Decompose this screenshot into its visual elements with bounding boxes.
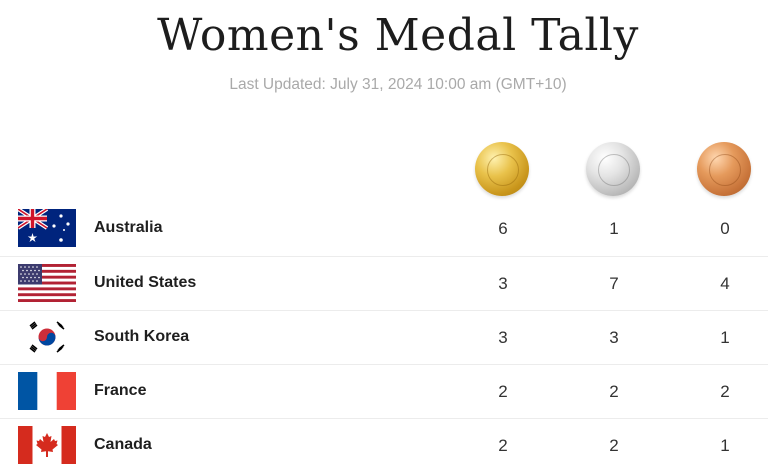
bronze-count: 1 xyxy=(720,328,730,347)
gold-medal-icon xyxy=(475,142,529,196)
gold-count: 6 xyxy=(498,219,508,238)
gold-count: 2 xyxy=(498,436,508,455)
silver-count: 7 xyxy=(609,274,619,293)
country-name: Australia xyxy=(94,219,163,236)
medal-row-australia: Australia 6 1 0 xyxy=(0,202,768,255)
gold-count: 2 xyxy=(498,382,508,401)
bronze-count: 4 xyxy=(720,274,730,293)
silver-medal-icon xyxy=(586,142,640,196)
bronze-count: 2 xyxy=(720,382,730,401)
silver-count: 1 xyxy=(609,219,619,238)
page-title: Women's Medal Tally xyxy=(157,10,639,61)
australia-flag-icon xyxy=(18,209,76,247)
gold-count: 3 xyxy=(498,328,508,347)
canada-flag-icon xyxy=(18,426,76,464)
medal-row-south-korea: South Korea 3 3 1 xyxy=(0,310,768,364)
country-name: United States xyxy=(94,274,197,291)
bronze-medal-icon xyxy=(697,142,751,196)
bronze-count: 0 xyxy=(720,219,730,238)
bronze-count: 1 xyxy=(720,436,730,455)
silver-count: 2 xyxy=(609,436,619,455)
last-updated-text: Last Updated: July 31, 2024 10:00 am (GM… xyxy=(229,76,567,93)
country-name: Canada xyxy=(94,436,152,453)
medal-row-france: France 2 2 2 xyxy=(0,364,768,418)
south-korea-flag-icon xyxy=(18,318,76,356)
country-name: South Korea xyxy=(94,328,190,345)
silver-count: 3 xyxy=(609,328,619,347)
country-name: France xyxy=(94,382,147,399)
gold-count: 3 xyxy=(498,274,508,293)
france-flag-icon xyxy=(18,372,76,410)
medal-row-canada: Canada 2 2 1 xyxy=(0,418,768,472)
united-states-flag-icon xyxy=(18,264,76,302)
medal-row-united-states: United States 3 7 4 xyxy=(0,256,768,310)
silver-count: 2 xyxy=(609,382,619,401)
